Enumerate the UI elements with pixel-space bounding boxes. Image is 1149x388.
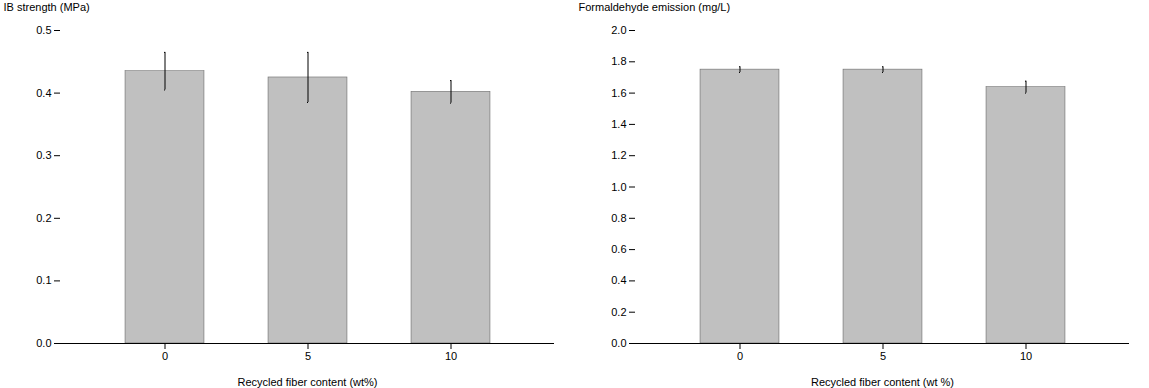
svg-text:0: 0 <box>162 350 168 362</box>
svg-text:1.4: 1.4 <box>611 118 626 130</box>
svg-text:Formaldehyde emission (mg/L): Formaldehyde emission (mg/L) <box>578 1 730 13</box>
svg-text:IB strength (MPa): IB strength (MPa) <box>4 1 90 13</box>
svg-text:0.6: 0.6 <box>611 243 626 255</box>
svg-text:0.0: 0.0 <box>611 337 626 349</box>
svg-text:10: 10 <box>1019 350 1031 362</box>
svg-text:5: 5 <box>305 350 311 362</box>
svg-text:0.1: 0.1 <box>36 274 51 286</box>
svg-text:1.2: 1.2 <box>611 149 626 161</box>
svg-text:1.6: 1.6 <box>611 87 626 99</box>
svg-text:10: 10 <box>445 350 457 362</box>
svg-text:0.4: 0.4 <box>36 87 51 99</box>
svg-text:0.4: 0.4 <box>611 274 626 286</box>
svg-text:Recycled fiber content (wt%): Recycled fiber content (wt%) <box>238 376 378 388</box>
svg-text:Recycled fiber content (wt %): Recycled fiber content (wt %) <box>810 376 953 388</box>
svg-text:1.8: 1.8 <box>611 55 626 67</box>
svg-text:1.0: 1.0 <box>611 181 626 193</box>
svg-text:0.8: 0.8 <box>611 212 626 224</box>
svg-text:0: 0 <box>736 350 742 362</box>
svg-text:0.2: 0.2 <box>611 306 626 318</box>
svg-text:0.2: 0.2 <box>36 212 51 224</box>
svg-text:2.0: 2.0 <box>611 24 626 36</box>
svg-text:0.3: 0.3 <box>36 149 51 161</box>
svg-text:0.0: 0.0 <box>36 337 51 349</box>
svg-text:5: 5 <box>879 350 885 362</box>
svg-text:0.5: 0.5 <box>36 24 51 36</box>
